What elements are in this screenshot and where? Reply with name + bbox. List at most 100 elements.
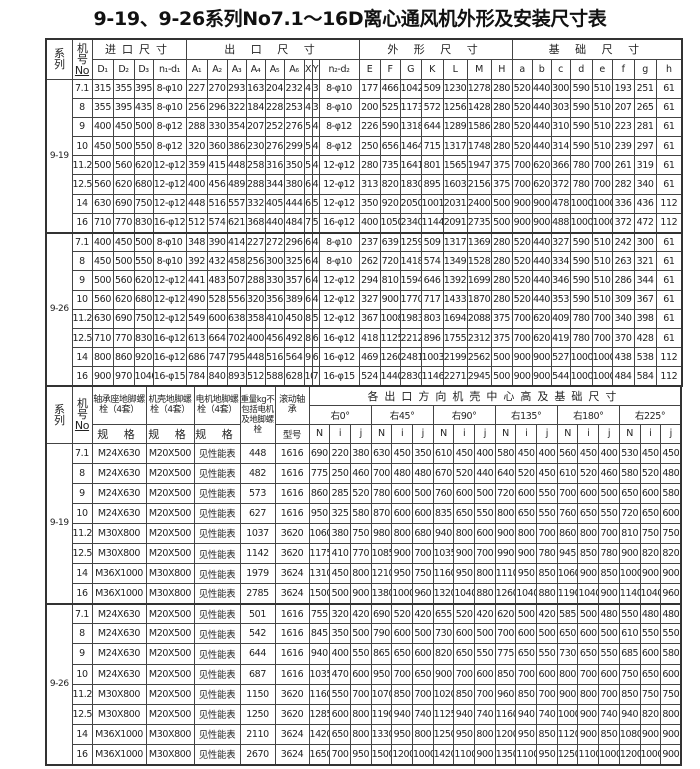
value-cell: 370 <box>611 327 635 349</box>
table-row: 14M36X1000M30X800见性能表1979362413104508001… <box>46 563 682 585</box>
value-cell: 12-φ12 <box>318 174 360 195</box>
value-cell: 621 <box>226 212 247 234</box>
table-row: 11.2 500 560 620 12-φ12 359 415 448 258 316 350 5 4 1… <box>46 155 683 176</box>
value-cell: 950 <box>308 502 331 524</box>
value-cell: 830 <box>133 212 154 234</box>
value-cell: 265 <box>633 97 657 118</box>
value-cell: 800 <box>515 522 538 544</box>
value-cell: 256 <box>185 97 208 118</box>
value-cell: 256 <box>245 251 266 272</box>
value-cell: 204 <box>264 78 285 99</box>
column-header: h <box>655 58 683 80</box>
value-cell: 448 <box>226 155 247 176</box>
value-cell: 520 <box>511 97 533 118</box>
value-cell: 440 <box>531 270 552 291</box>
value-cell: 61 <box>655 251 683 272</box>
value-cell: 3620 <box>274 683 310 705</box>
value-cell: 5 <box>303 136 313 157</box>
value-cell: 2735 <box>466 212 492 234</box>
value-cell: 367 <box>358 308 381 329</box>
sub-column-header: i <box>453 423 475 444</box>
value-cell: 375 <box>490 327 513 349</box>
value-cell: M24X630 <box>91 442 147 464</box>
value-cell: 620 <box>494 603 517 625</box>
value-cell: 700 <box>511 327 533 349</box>
value-cell: 419 <box>550 327 571 349</box>
value-cell: 1500 <box>308 583 331 605</box>
value-cell: 945 <box>556 542 579 565</box>
value-cell: 950 <box>536 743 558 766</box>
value-cell: 550 <box>474 643 496 665</box>
value-cell: 810 <box>618 522 641 544</box>
table-row: 9 500 560 620 12-φ12 441 483 507 288 330 357 6 4 12-φ… <box>46 270 683 291</box>
value-cell: 250 <box>358 136 381 157</box>
value-cell: 700 <box>591 174 613 195</box>
value-cell: 220 <box>329 442 351 464</box>
value-cell: 940 <box>391 703 413 725</box>
value-cell: 440 <box>264 212 285 234</box>
value-cell: 1310 <box>308 563 331 585</box>
value-cell: 638 <box>226 308 247 329</box>
value-cell: 950 <box>515 563 538 585</box>
value-cell: 见性能表 <box>193 643 241 665</box>
value-cell: 550 <box>536 643 558 665</box>
value-cell: 390 <box>206 231 228 253</box>
value-cell: 353 <box>550 289 571 310</box>
value-cell: 12-φ12 <box>152 155 187 176</box>
machine-no-sub: No <box>74 419 90 433</box>
value-cell: 8-φ10 <box>152 231 187 253</box>
group-header: 出 口 尺 寸 <box>185 38 360 60</box>
value-cell: 550 <box>536 502 558 524</box>
value-cell: 1616 <box>274 482 310 504</box>
value-cell: 520 <box>515 462 538 484</box>
value-cell: M30X800 <box>145 743 195 766</box>
value-cell: 895 <box>420 174 444 195</box>
value-cell: 700 <box>474 542 496 565</box>
value-cell: 420 <box>349 603 372 625</box>
value-cell: 61 <box>655 78 683 99</box>
value-cell: 325 <box>283 251 305 272</box>
value-cell: 850 <box>618 683 641 705</box>
value-cell: 525 <box>379 97 401 118</box>
value-cell: 410 <box>329 542 351 565</box>
value-cell: 585 <box>556 603 579 625</box>
value-cell: 488 <box>550 212 571 234</box>
sub-column-header: i <box>577 423 600 444</box>
value-cell: 242 <box>611 231 635 253</box>
value-cell: 230 <box>245 136 266 157</box>
value-cell: 466 <box>379 78 401 99</box>
value-cell: 288 <box>245 270 266 291</box>
value-cell: 450 <box>329 563 351 585</box>
group-header: 外 形 尺 寸 <box>358 38 513 60</box>
value-cell: 620 <box>133 270 154 291</box>
value-cell: 1150 <box>239 683 276 705</box>
sub-column-header: N <box>432 423 455 444</box>
table-row: 11.2 630 690 750 12-φ12 549 600 638 358 410 450 8 5 1… <box>46 308 683 329</box>
value-cell: 650 <box>577 643 600 665</box>
value-cell: 646 <box>420 270 444 291</box>
sub-column-header: i <box>639 423 662 444</box>
value-cell: M30X800 <box>145 583 195 605</box>
machine-no-cell: 14 <box>71 563 93 585</box>
value-cell: 780 <box>536 542 558 565</box>
value-cell: 1146 <box>420 366 444 388</box>
value-cell: 2945 <box>466 366 492 388</box>
value-cell: 4 <box>311 116 320 138</box>
value-cell: 510 <box>591 97 613 118</box>
value-cell: 4 <box>311 136 320 157</box>
value-cell: 12-φ12 <box>318 270 360 291</box>
value-cell: 600 <box>577 482 600 504</box>
value-cell: 1110 <box>494 563 517 585</box>
value-cell: 730 <box>556 643 579 665</box>
machine-no-cell: 7.1 <box>71 78 93 99</box>
value-cell: 357 <box>283 270 305 291</box>
value-cell: 800 <box>660 703 682 725</box>
value-cell: 900 <box>531 193 552 214</box>
value-cell: 4 <box>311 174 320 195</box>
value-cell: 900 <box>577 563 600 585</box>
value-cell: 580 <box>618 462 641 484</box>
value-cell: 610 <box>556 462 579 484</box>
value-cell: 见性能表 <box>193 623 241 645</box>
value-cell: 1160 <box>494 703 517 725</box>
value-cell: 690 <box>308 442 331 464</box>
